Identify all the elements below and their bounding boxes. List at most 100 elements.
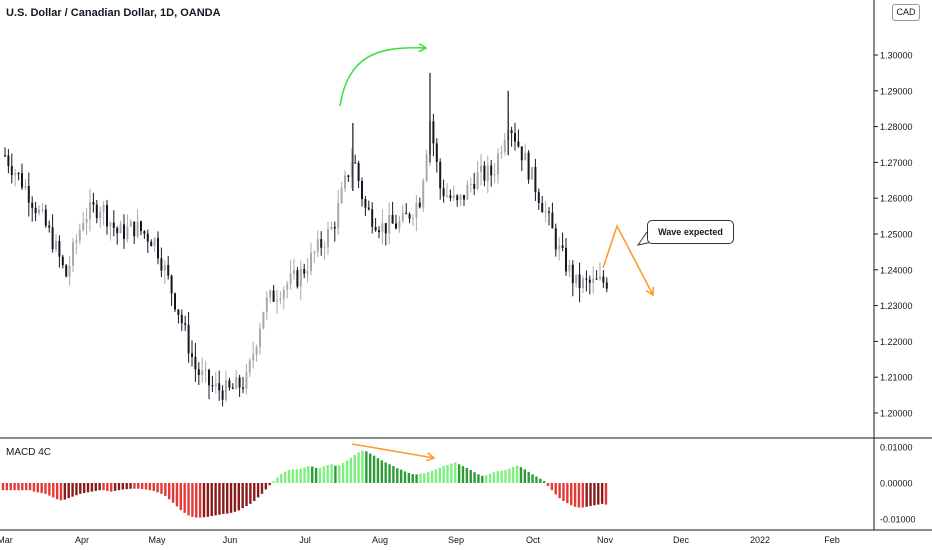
- macd-bar[interactable]: [519, 467, 523, 483]
- macd-bar[interactable]: [426, 472, 430, 483]
- macd-bar[interactable]: [222, 483, 225, 514]
- macd-bar[interactable]: [546, 483, 550, 486]
- candle-body[interactable]: [75, 240, 78, 243]
- candle-body[interactable]: [102, 204, 105, 212]
- candle-body[interactable]: [527, 152, 530, 180]
- candle-body[interactable]: [276, 300, 278, 302]
- candle-body[interactable]: [517, 141, 520, 147]
- candle-body[interactable]: [99, 211, 102, 219]
- macd-bar[interactable]: [303, 467, 306, 483]
- candle-body[interactable]: [7, 155, 10, 167]
- candle-body[interactable]: [514, 133, 516, 142]
- candle-body[interactable]: [116, 227, 119, 234]
- macd-bar[interactable]: [457, 464, 461, 483]
- candle-body[interactable]: [184, 323, 187, 325]
- macd-bar[interactable]: [450, 463, 453, 483]
- candle-body[interactable]: [72, 242, 74, 266]
- candle-body[interactable]: [235, 377, 238, 389]
- macd-bar[interactable]: [94, 483, 97, 491]
- macd-bar[interactable]: [357, 452, 360, 483]
- macd-bar[interactable]: [392, 466, 395, 483]
- macd-bar[interactable]: [407, 472, 411, 483]
- macd-bar[interactable]: [129, 483, 132, 489]
- macd-bar[interactable]: [423, 473, 426, 483]
- candle-body[interactable]: [459, 194, 462, 201]
- candle-body[interactable]: [208, 369, 210, 386]
- candle-body[interactable]: [544, 211, 547, 213]
- macd-bar[interactable]: [110, 483, 113, 492]
- macd-bar[interactable]: [48, 483, 51, 496]
- macd-bar[interactable]: [446, 465, 449, 483]
- candle-body[interactable]: [531, 167, 533, 180]
- macd-bar[interactable]: [137, 483, 140, 489]
- macd-bar[interactable]: [388, 464, 391, 483]
- macd-bar[interactable]: [492, 472, 496, 483]
- candle-body[interactable]: [10, 166, 13, 175]
- macd-bar[interactable]: [9, 483, 12, 491]
- candle-body[interactable]: [126, 226, 129, 239]
- macd-bar[interactable]: [75, 483, 78, 496]
- candle-body[interactable]: [194, 356, 197, 370]
- macd-bar[interactable]: [86, 483, 90, 493]
- macd-bar[interactable]: [133, 483, 136, 489]
- candle-body[interactable]: [330, 226, 333, 230]
- candle-body[interactable]: [408, 214, 411, 219]
- candle-body[interactable]: [272, 290, 275, 302]
- candle-body[interactable]: [129, 221, 132, 227]
- candle-body[interactable]: [463, 194, 465, 200]
- macd-bar[interactable]: [589, 483, 592, 507]
- macd-bar[interactable]: [268, 483, 271, 486]
- candle-body[interactable]: [398, 221, 401, 229]
- macd-bar[interactable]: [1, 483, 5, 491]
- macd-bar[interactable]: [160, 483, 163, 494]
- macd-bar[interactable]: [249, 483, 252, 504]
- macd-bar[interactable]: [218, 483, 221, 515]
- macd-bar[interactable]: [454, 462, 457, 483]
- macd-bar[interactable]: [481, 475, 484, 483]
- candle-body[interactable]: [490, 165, 493, 176]
- macd-bar[interactable]: [233, 483, 237, 512]
- macd-bar[interactable]: [148, 483, 152, 491]
- candle-body[interactable]: [157, 238, 159, 259]
- candle-body[interactable]: [78, 229, 81, 241]
- candle-body[interactable]: [493, 174, 496, 176]
- candle-body[interactable]: [61, 256, 64, 266]
- candle-body[interactable]: [282, 289, 285, 299]
- macd-bar[interactable]: [245, 483, 248, 507]
- candle-body[interactable]: [286, 284, 289, 290]
- macd-bar[interactable]: [500, 470, 503, 483]
- candle-body[interactable]: [418, 202, 421, 208]
- macd-bar[interactable]: [152, 483, 155, 491]
- macd-bar[interactable]: [573, 483, 577, 507]
- macd-bar[interactable]: [191, 483, 194, 517]
- macd-bar[interactable]: [334, 465, 337, 483]
- candle-body[interactable]: [333, 226, 336, 229]
- candle-body[interactable]: [500, 152, 503, 154]
- candle-body[interactable]: [558, 245, 561, 250]
- candle-body[interactable]: [160, 258, 163, 271]
- candle-body[interactable]: [405, 213, 408, 215]
- candle-body[interactable]: [187, 324, 190, 354]
- candle-body[interactable]: [34, 207, 37, 214]
- macd-bar[interactable]: [13, 483, 16, 491]
- candle-body[interactable]: [21, 173, 23, 188]
- macd-bar[interactable]: [276, 477, 279, 483]
- macd-bar[interactable]: [21, 483, 24, 491]
- candle-body[interactable]: [259, 328, 261, 347]
- candle-body[interactable]: [350, 162, 353, 177]
- candle-body[interactable]: [595, 278, 598, 280]
- macd-bar[interactable]: [171, 483, 175, 503]
- candle-body[interactable]: [95, 204, 98, 219]
- macd-bar[interactable]: [365, 451, 368, 483]
- candle-body[interactable]: [323, 247, 326, 249]
- macd-bar[interactable]: [539, 478, 542, 483]
- macd-bar[interactable]: [396, 468, 399, 483]
- candle-body[interactable]: [167, 265, 170, 276]
- candle-body[interactable]: [313, 252, 316, 254]
- candle-body[interactable]: [27, 185, 30, 203]
- macd-bar[interactable]: [430, 470, 434, 483]
- macd-bar[interactable]: [604, 483, 608, 505]
- candle-body[interactable]: [503, 140, 506, 153]
- candle-body[interactable]: [299, 268, 302, 287]
- macd-bar[interactable]: [113, 483, 117, 491]
